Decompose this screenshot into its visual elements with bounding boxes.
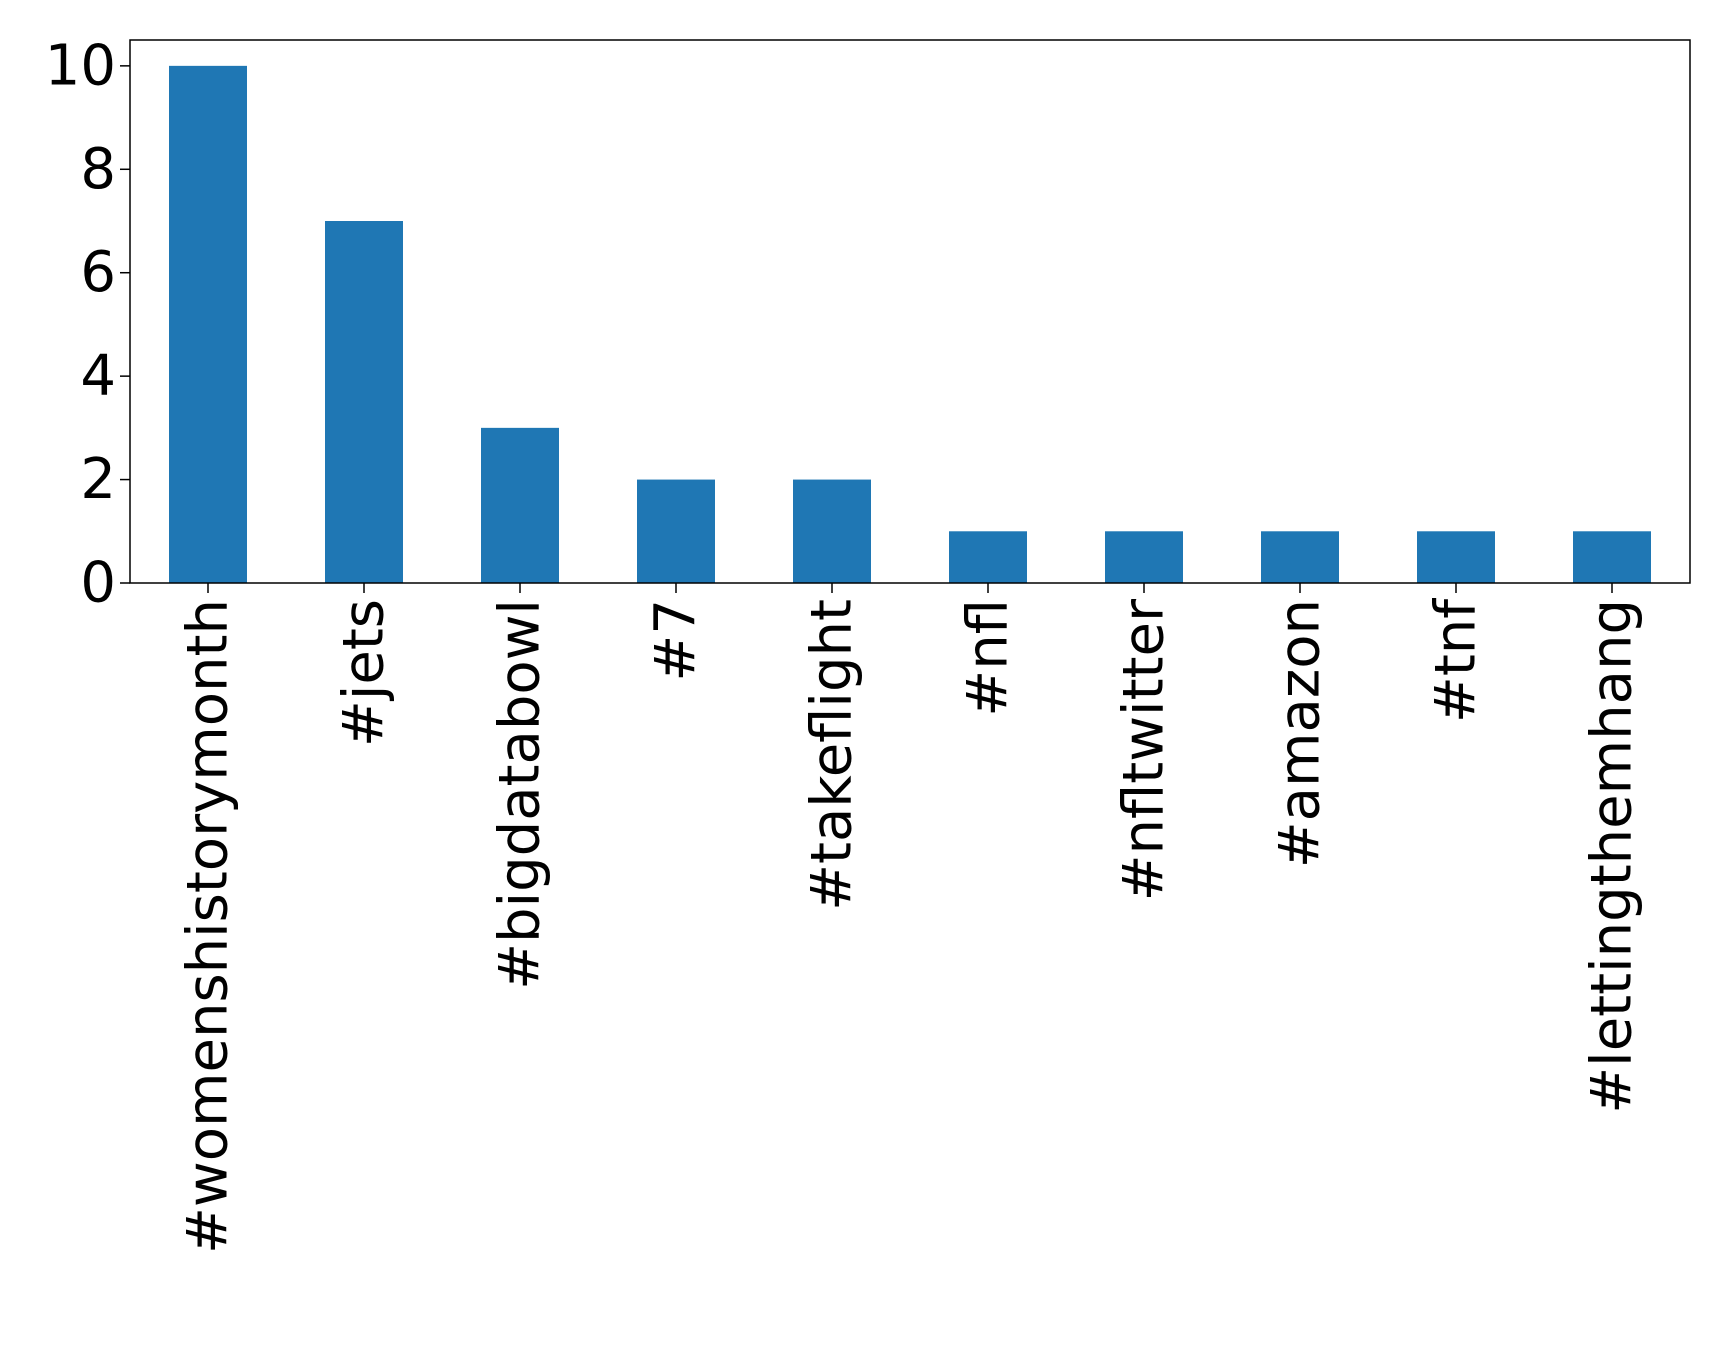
bar-takeflight <box>793 479 871 583</box>
bar-lettingthemhang <box>1573 531 1651 583</box>
x-tick-label-womenshistorymonth: #womenshistorymonth <box>176 599 241 1254</box>
x-tick-label-tnf: #tnf <box>1424 598 1489 723</box>
bar-amazon <box>1261 531 1339 583</box>
x-tick-label-nfltwitter: #nfltwitter <box>1112 598 1177 901</box>
bar-nfl <box>949 531 1027 583</box>
x-tick-label-amazon: #amazon <box>1268 599 1333 868</box>
x-axis: #womenshistorymonth #jets #bigdatabowl #7 #t… <box>176 583 1645 1254</box>
y-tick-label: 10 <box>45 33 116 98</box>
plot-frame <box>129 39 1691 584</box>
y-tick-label: 6 <box>80 240 116 305</box>
bars-layer <box>169 65 1651 584</box>
y-tick-label: 4 <box>80 344 116 409</box>
y-tick-label: 2 <box>80 447 116 512</box>
y-tick-label: 0 <box>80 551 116 616</box>
x-tick-label-takeflight: #takeflight <box>800 599 865 911</box>
bar-nfltwitter <box>1105 531 1183 583</box>
x-tick-label-jets: #jets <box>332 599 397 747</box>
y-tick-label: 8 <box>80 137 116 202</box>
x-tick-label-bigdatabowl: #bigdatabowl <box>488 599 553 990</box>
bar-bigdatabowl <box>481 427 559 583</box>
bar-7 <box>637 479 715 583</box>
bar-womenshistorymonth <box>169 65 247 584</box>
bar-tnf <box>1417 531 1495 583</box>
x-tick-label-lettingthemhang: #lettingthemhang <box>1580 599 1645 1114</box>
bar-jets <box>325 221 403 583</box>
x-tick-label-7: #7 <box>644 599 709 682</box>
x-tick-label-nfl: #nfl <box>956 599 1021 717</box>
y-axis: 0 2 4 6 8 10 <box>45 33 130 616</box>
